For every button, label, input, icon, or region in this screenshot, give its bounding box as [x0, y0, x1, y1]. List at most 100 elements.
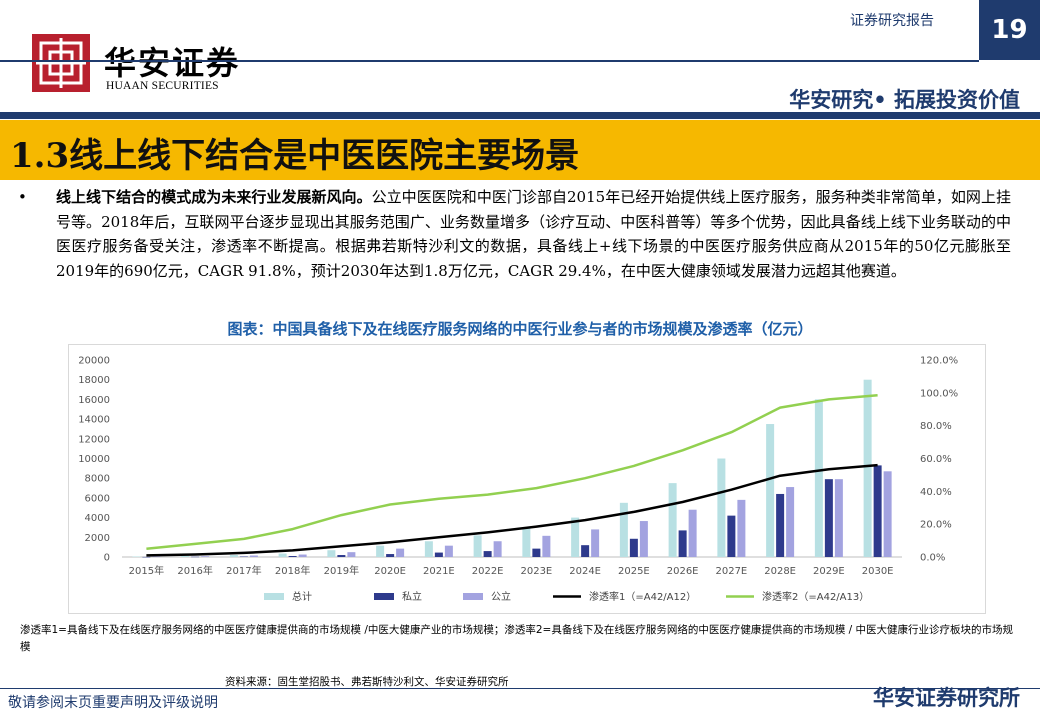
x-tick-label: 2030E — [862, 566, 894, 577]
logo-emblem — [32, 34, 90, 92]
y-right-tick-label: 100.0% — [920, 388, 958, 399]
y-left-tick-label: 12000 — [78, 434, 110, 445]
bar-private — [239, 556, 248, 558]
bar-total — [424, 541, 433, 557]
y-left-tick-label: 6000 — [85, 493, 110, 504]
bar-public — [201, 556, 210, 557]
bar-total — [766, 424, 775, 557]
slogan: 华安研究• 拓展投资价值 — [789, 88, 1020, 112]
legend-label: 总计 — [292, 590, 312, 603]
bar-public — [152, 556, 161, 558]
y-left-tick-label: 16000 — [78, 395, 110, 406]
y-left-tick-label: 20000 — [78, 356, 110, 367]
bar-private — [581, 545, 590, 557]
bar-public — [737, 499, 746, 557]
figure-source: 资料来源：固生堂招股书、弗若斯特沙利文、华安证券研究所 — [225, 676, 509, 688]
x-tick-label: 2024E — [569, 566, 601, 577]
body-text: 公立中医医院和中医门诊部自2015年已经开始提供线上医疗服务，服务种类非常简单，… — [56, 188, 1011, 280]
y-right-tick-label: 40.0% — [920, 487, 952, 498]
y-left-tick-label: 4000 — [85, 513, 110, 524]
page-number: 19 — [979, 0, 1040, 60]
footer-divider — [0, 688, 1040, 689]
bar-public — [298, 554, 307, 557]
x-tick-label: 2023E — [520, 566, 552, 577]
y-right-tick-label: 60.0% — [920, 454, 952, 465]
bar-private — [678, 530, 687, 557]
bar-total — [619, 502, 628, 557]
y-left-tick-label: 2000 — [85, 533, 110, 544]
market-size-chart: 0 2000 4000 6000 8000 10000 12000 14000 16000 180… — [78, 356, 958, 604]
legend-label: 渗透率2（=A42/A13） — [762, 590, 869, 603]
report-type-label: 证券研究报告 — [850, 13, 934, 29]
x-tick-label: 2019年 — [324, 564, 359, 577]
footer-disclaimer-link[interactable]: 敬请参阅末页重要声明及评级说明 — [8, 695, 218, 711]
bar-private — [434, 552, 443, 557]
section-title-bar — [0, 120, 1040, 180]
x-tick-label: 2016年 — [177, 564, 212, 577]
footer-brand: 华安证券研究所 — [873, 686, 1020, 710]
bar-private — [532, 548, 541, 557]
bar-total — [814, 399, 823, 557]
bar-public — [688, 509, 697, 557]
bar-public — [249, 555, 258, 557]
bar-total — [863, 379, 872, 557]
legend-swatch — [463, 593, 483, 600]
bar-public — [786, 487, 795, 557]
y-left-tick-label: 0 — [104, 553, 110, 564]
legend-swatch — [374, 593, 394, 600]
x-tick-label: 2027E — [715, 566, 747, 577]
bar-total — [571, 517, 580, 557]
bar-public — [639, 521, 648, 557]
bar-private — [191, 556, 200, 558]
bar-public — [542, 535, 551, 557]
x-tick-label: 2020E — [374, 566, 406, 577]
logo-chinese-name: 华安证券 — [104, 44, 241, 82]
x-tick-label: 2015年 — [129, 564, 164, 577]
legend-label: 渗透率1（=A42/A12） — [589, 590, 696, 603]
bar-public — [396, 548, 405, 557]
line-penetration-1 — [146, 463, 878, 557]
bar-total — [181, 555, 190, 557]
bar-total — [327, 550, 336, 557]
figure-note: 渗透率1=具备线下及在线医疗服务网络的中医医疗健康提供商的市场规模 /中医大健康… — [20, 624, 1014, 653]
x-tick-label: 2021E — [423, 566, 455, 577]
bar-total — [668, 483, 677, 557]
bar-private — [727, 515, 736, 557]
bar-total — [522, 527, 531, 557]
y-right-tick-label: 20.0% — [920, 520, 952, 531]
bar-private — [483, 551, 492, 557]
header-divider — [0, 60, 979, 62]
y-right-tick-label: 80.0% — [920, 421, 952, 432]
bar-public — [883, 471, 892, 557]
bar-public — [347, 552, 356, 557]
y-left-tick-label: 8000 — [85, 474, 110, 485]
bullet-icon: • — [18, 188, 27, 206]
legend-label: 私立 — [402, 590, 422, 603]
x-tick-label: 2025E — [618, 566, 650, 577]
bar-total — [376, 545, 385, 557]
legend-label: 公立 — [491, 590, 511, 603]
x-tick-label: 2022E — [472, 566, 504, 577]
chart-frame — [68, 344, 986, 614]
bar-public — [493, 541, 502, 557]
x-tick-label: 2017年 — [226, 564, 261, 577]
bar-private — [776, 493, 785, 557]
title-top-rule — [0, 112, 1040, 119]
lead-sentence: 线上线下结合的模式成为未来行业发展新风向。 — [56, 188, 372, 206]
bar-public — [591, 529, 600, 557]
bar-total — [132, 556, 141, 558]
bar-total — [278, 553, 287, 557]
y-right-tick-label: 0.0% — [920, 553, 945, 564]
bar-private — [142, 556, 151, 558]
figure-title: 图表：中国具备线下及在线医疗服务网络的中医行业参与者的市场规模及渗透率（亿元） — [227, 320, 813, 338]
x-tick-label: 2029E — [813, 566, 845, 577]
bar-private — [629, 538, 638, 557]
bar-private — [824, 479, 833, 557]
line-penetration-2 — [146, 394, 878, 551]
logo-english-name: HUAAN SECURITIES — [106, 80, 219, 92]
bar-private — [288, 556, 297, 557]
bar-public — [834, 479, 843, 557]
bar-public — [444, 545, 453, 557]
y-left-tick-label: 10000 — [78, 454, 110, 465]
section-title: 1.3线上线下结合是中医医院主要场景 — [10, 136, 580, 176]
